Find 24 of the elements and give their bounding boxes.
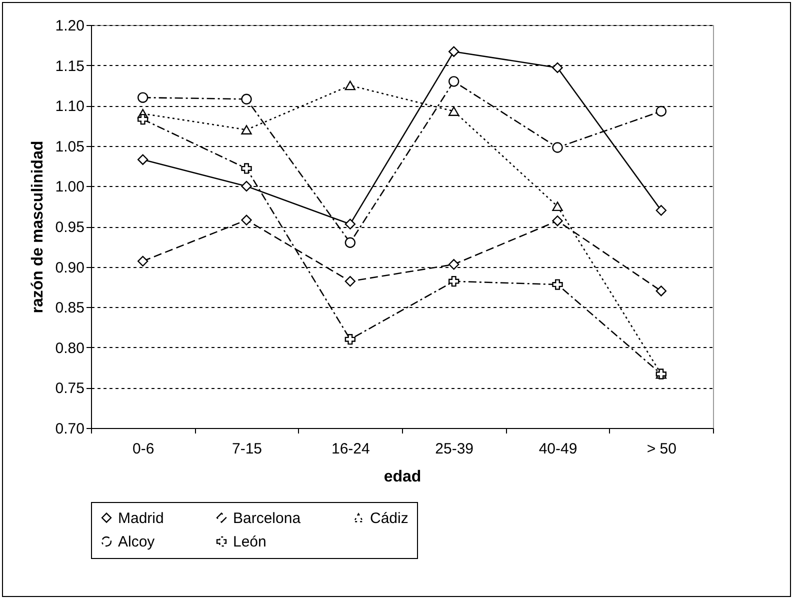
y-tick-label: 1.20 <box>55 18 84 34</box>
x-tick-label: 25-39 <box>435 440 474 458</box>
y-tick-label: 1.15 <box>55 58 84 75</box>
legend-label: Barcelona <box>233 510 302 527</box>
x-tick-label: 0-6 <box>132 440 154 458</box>
x-tick-label: 7-15 <box>232 440 262 458</box>
y-tick-label: 0.70 <box>55 420 84 438</box>
y-tick-label: 0.90 <box>55 259 84 276</box>
y-tick-label: 1.00 <box>55 178 84 196</box>
x-tick-label: 40-49 <box>538 440 578 458</box>
legend-label: León <box>233 534 266 550</box>
y-tick-label: 0.95 <box>55 219 84 236</box>
x-tick-label: > 50 <box>646 440 676 458</box>
x-tick-label: 16-24 <box>331 440 370 458</box>
legend-label: Alcoy <box>118 534 156 550</box>
legend-label: Cádiz <box>370 510 408 527</box>
y-tick-label: 0.85 <box>55 300 84 317</box>
y-tick-label: 0.75 <box>55 380 84 398</box>
legend-label: Madrid <box>118 510 164 527</box>
y-tick-label: 1.05 <box>55 138 84 156</box>
x-axis-title: edad <box>384 468 422 486</box>
y-axis-title: razón de masculinidad <box>29 140 46 314</box>
y-tick-label: 1.10 <box>55 98 84 116</box>
y-tick-label: 0.80 <box>55 340 84 357</box>
